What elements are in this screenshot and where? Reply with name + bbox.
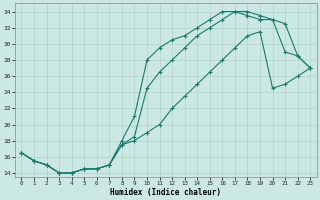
X-axis label: Humidex (Indice chaleur): Humidex (Indice chaleur) xyxy=(110,188,221,197)
